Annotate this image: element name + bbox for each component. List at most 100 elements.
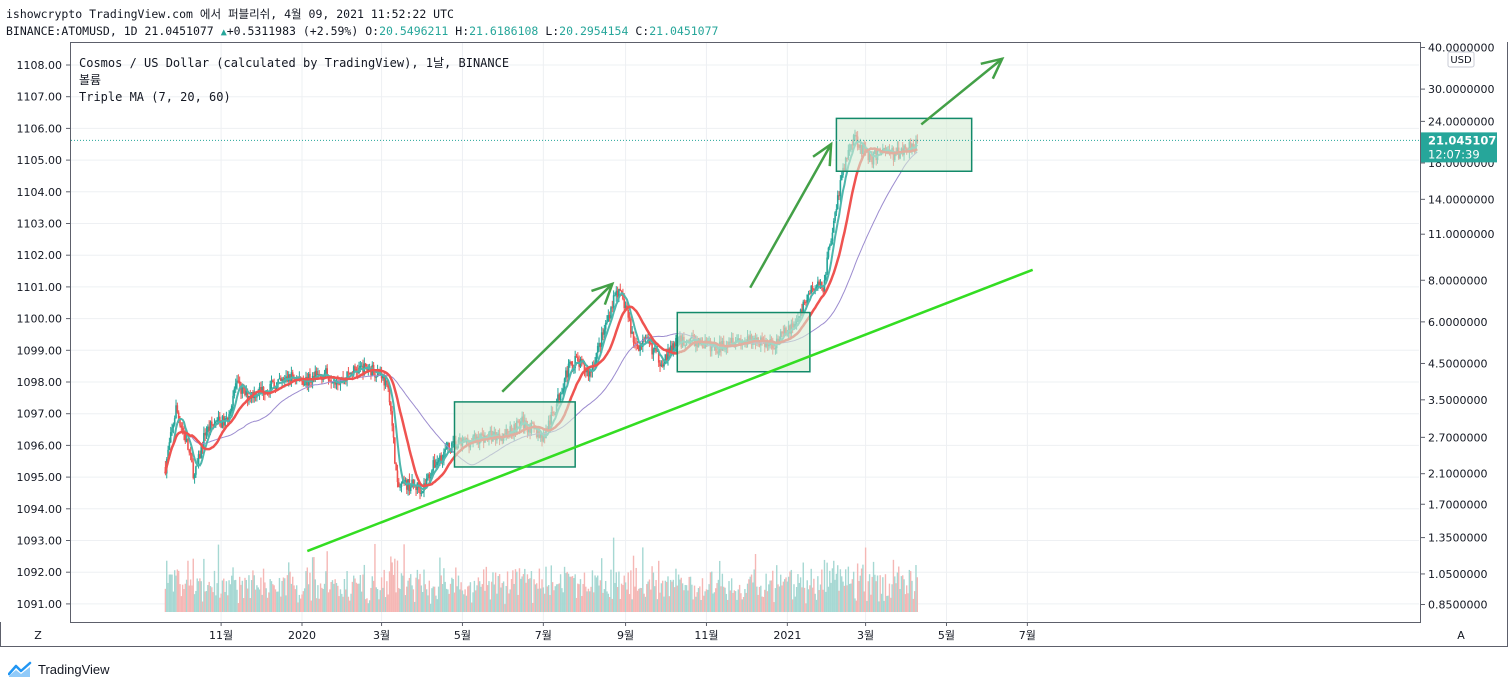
volume-bar [787,576,790,612]
volume-bar [896,572,899,612]
volume-bar [764,589,766,612]
volume-bar [167,582,169,612]
volume-bar [260,577,262,612]
price-chart[interactable]: 1108.00 1107.00 1106.00 1105.00 1104.00 1103.… [0,42,1508,647]
volume-bar [749,576,751,612]
x-axis-tick: 7월 [1019,629,1036,642]
candle [352,365,355,378]
trend-arrow [920,56,1005,126]
volume-bar [582,584,584,612]
volume-bar [619,598,621,612]
volume-bar [725,593,728,612]
zoom-reset-button[interactable]: Z [34,629,42,642]
volume-bar [282,577,285,612]
volume-bar [347,596,350,612]
candle [436,455,439,467]
left-axis-tick: 1100.00 [17,313,63,326]
volume-bar [402,575,404,612]
left-axis-tick: 1107.00 [17,91,63,104]
volume-bar [530,571,533,612]
volume-bar [604,580,607,612]
volume-bar [526,574,529,612]
volume-bar [311,557,314,612]
tradingview-logo[interactable]: TradingView [8,661,110,677]
volume-bar [640,588,643,612]
volume-bar [383,569,385,612]
candle [303,380,306,387]
volume-bar [227,595,229,612]
volume-bar [212,592,214,612]
candle [216,417,218,423]
candle [207,424,209,437]
volume-bar [536,583,538,612]
volume-bar [506,571,509,612]
volume-bar [705,589,708,612]
volume-bar [879,575,881,612]
candle [838,191,840,201]
volume-bar [652,572,655,612]
volume-bar [754,554,757,612]
volume-bar [634,586,636,612]
volume-bar [292,576,294,612]
volume-bar [701,578,704,612]
volume-bar [780,574,782,612]
right-axis-tick: 4.5000000 [1428,357,1488,370]
candle [400,481,403,493]
volume-bar [550,565,553,612]
volume-bar [236,589,238,612]
volume-bar [326,551,328,612]
volume-bar [628,594,631,612]
volume-bar [599,580,602,612]
volume-bar [573,578,575,612]
volume-bar [384,597,387,612]
auto-scale-button[interactable]: A [1457,629,1465,642]
volume-bar [882,577,884,612]
candle [810,284,813,294]
volume-bar [829,570,831,612]
volume-bar [436,599,438,612]
volume-bar [467,586,469,612]
candle [432,456,435,475]
publish-info: ishowcrypto TradingView.com 에서 퍼블리쉬, 4월 … [6,7,454,21]
volume-bar [713,592,716,612]
candle [603,324,606,339]
volume-bar [627,572,629,612]
volume-bar [432,586,434,612]
volume-bar [684,584,686,612]
volume-bar [591,570,594,612]
candle [367,364,370,376]
consolidation-box [453,401,576,468]
volume-bar [579,579,582,612]
volume-bar [375,587,377,612]
volume-bar [337,585,339,612]
consolidation-box [835,117,973,172]
volume-bar [398,587,400,612]
currency-badge[interactable] [1447,51,1475,68]
volume-bar [878,601,880,612]
volume-bar [179,584,181,612]
volume-bar [898,566,900,612]
volume-bar [428,580,431,612]
volume-bar [439,557,441,612]
volume-bar [899,588,901,612]
volume-bar [908,569,911,612]
volume-bar [900,576,903,612]
candle [614,292,616,297]
volume-bar [176,569,179,612]
volume-bar [459,589,461,612]
volume-bar [626,589,628,612]
volume-bar [789,571,791,612]
volume-bar [610,569,612,612]
volume-bar [379,590,381,612]
candle [285,370,287,383]
volume-bar [315,598,318,612]
current-price: 21.0451077 [144,24,214,38]
volume-bar [433,586,436,612]
candle [240,381,242,399]
volume-bar [870,594,872,612]
volume-bar [350,593,352,612]
volume-bar [192,558,194,612]
volume-bar [303,588,306,612]
volume-bar [597,575,599,612]
volume-bar [278,577,281,612]
